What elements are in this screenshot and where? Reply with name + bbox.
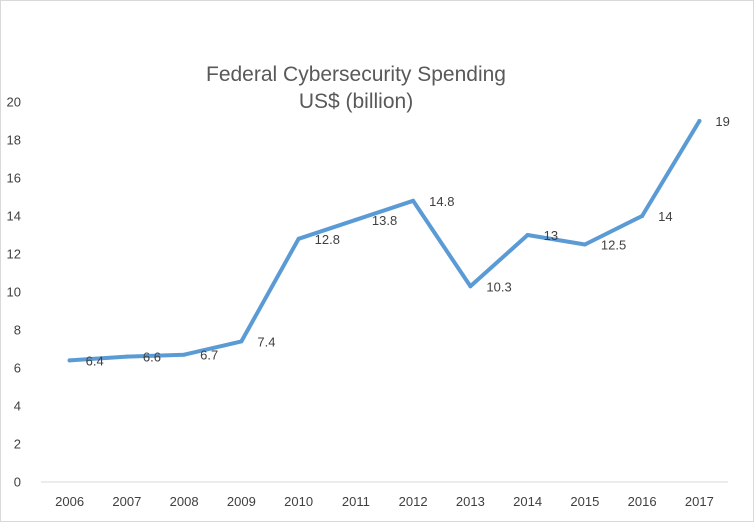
y-tick-label: 20 (7, 95, 21, 110)
x-tick-label: 2013 (456, 494, 485, 509)
x-tick-label: 2012 (399, 494, 428, 509)
x-tick-label: 2011 (342, 494, 370, 509)
x-tick-label: 2014 (513, 494, 542, 509)
y-tick-label: 6 (14, 361, 21, 376)
x-tick-label: 2015 (570, 494, 599, 509)
data-label: 6.4 (86, 353, 104, 368)
x-axis: 2006 2007 2008 2009 2010 2011 2012 2013 2014 2015… (55, 494, 714, 509)
data-point (124, 354, 129, 359)
y-axis: 0 2 4 6 8 10 12 14 16 18 20 (7, 95, 21, 490)
y-tick-label: 18 (7, 133, 21, 148)
y-tick-label: 12 (7, 247, 21, 262)
data-point (296, 236, 301, 241)
data-point (582, 242, 587, 247)
series-line (67, 119, 702, 363)
data-label: 13 (544, 228, 558, 243)
x-tick-label: 2016 (628, 494, 657, 509)
y-tick-label: 0 (14, 475, 21, 490)
data-point (67, 358, 72, 363)
x-tick-label: 2009 (227, 494, 256, 509)
data-point (468, 284, 473, 289)
data-point (525, 233, 530, 237)
data-label: 6.6 (143, 350, 161, 365)
data-point (353, 217, 358, 222)
y-tick-label: 16 (7, 171, 21, 186)
chart-title-line-2: US$ (billion) (299, 90, 413, 113)
data-point (182, 352, 187, 357)
data-point (239, 339, 244, 344)
y-tick-label: 2 (14, 437, 21, 452)
chart-title-line-1: Federal Cybersecurity Spending (206, 63, 506, 86)
x-tick-label: 2010 (284, 494, 313, 509)
x-tick-label: 2017 (685, 494, 714, 509)
data-point (411, 198, 416, 203)
x-tick-label: 2006 (55, 494, 84, 509)
data-label: 13.8 (372, 213, 397, 228)
y-tick-label: 4 (14, 399, 21, 414)
data-label: 12.8 (315, 232, 340, 247)
data-label: 6.7 (200, 348, 218, 363)
data-label: 14 (658, 209, 672, 224)
x-tick-label: 2007 (112, 494, 141, 509)
y-tick-label: 10 (7, 285, 21, 300)
data-point (697, 119, 702, 123)
y-tick-label: 8 (14, 323, 21, 338)
data-label: 10.3 (486, 279, 511, 294)
data-label: 12.5 (601, 238, 626, 253)
data-point (640, 214, 645, 218)
y-tick-label: 14 (7, 209, 21, 224)
data-label: 14.8 (429, 194, 454, 209)
x-tick-label: 2008 (170, 494, 199, 509)
data-label: 19 (715, 114, 729, 129)
data-labels: 6.4 6.6 6.7 7.4 12.8 13.8 14.8 10.3 13 12.5 14 19 (67, 114, 730, 368)
data-label: 7.4 (257, 334, 275, 349)
